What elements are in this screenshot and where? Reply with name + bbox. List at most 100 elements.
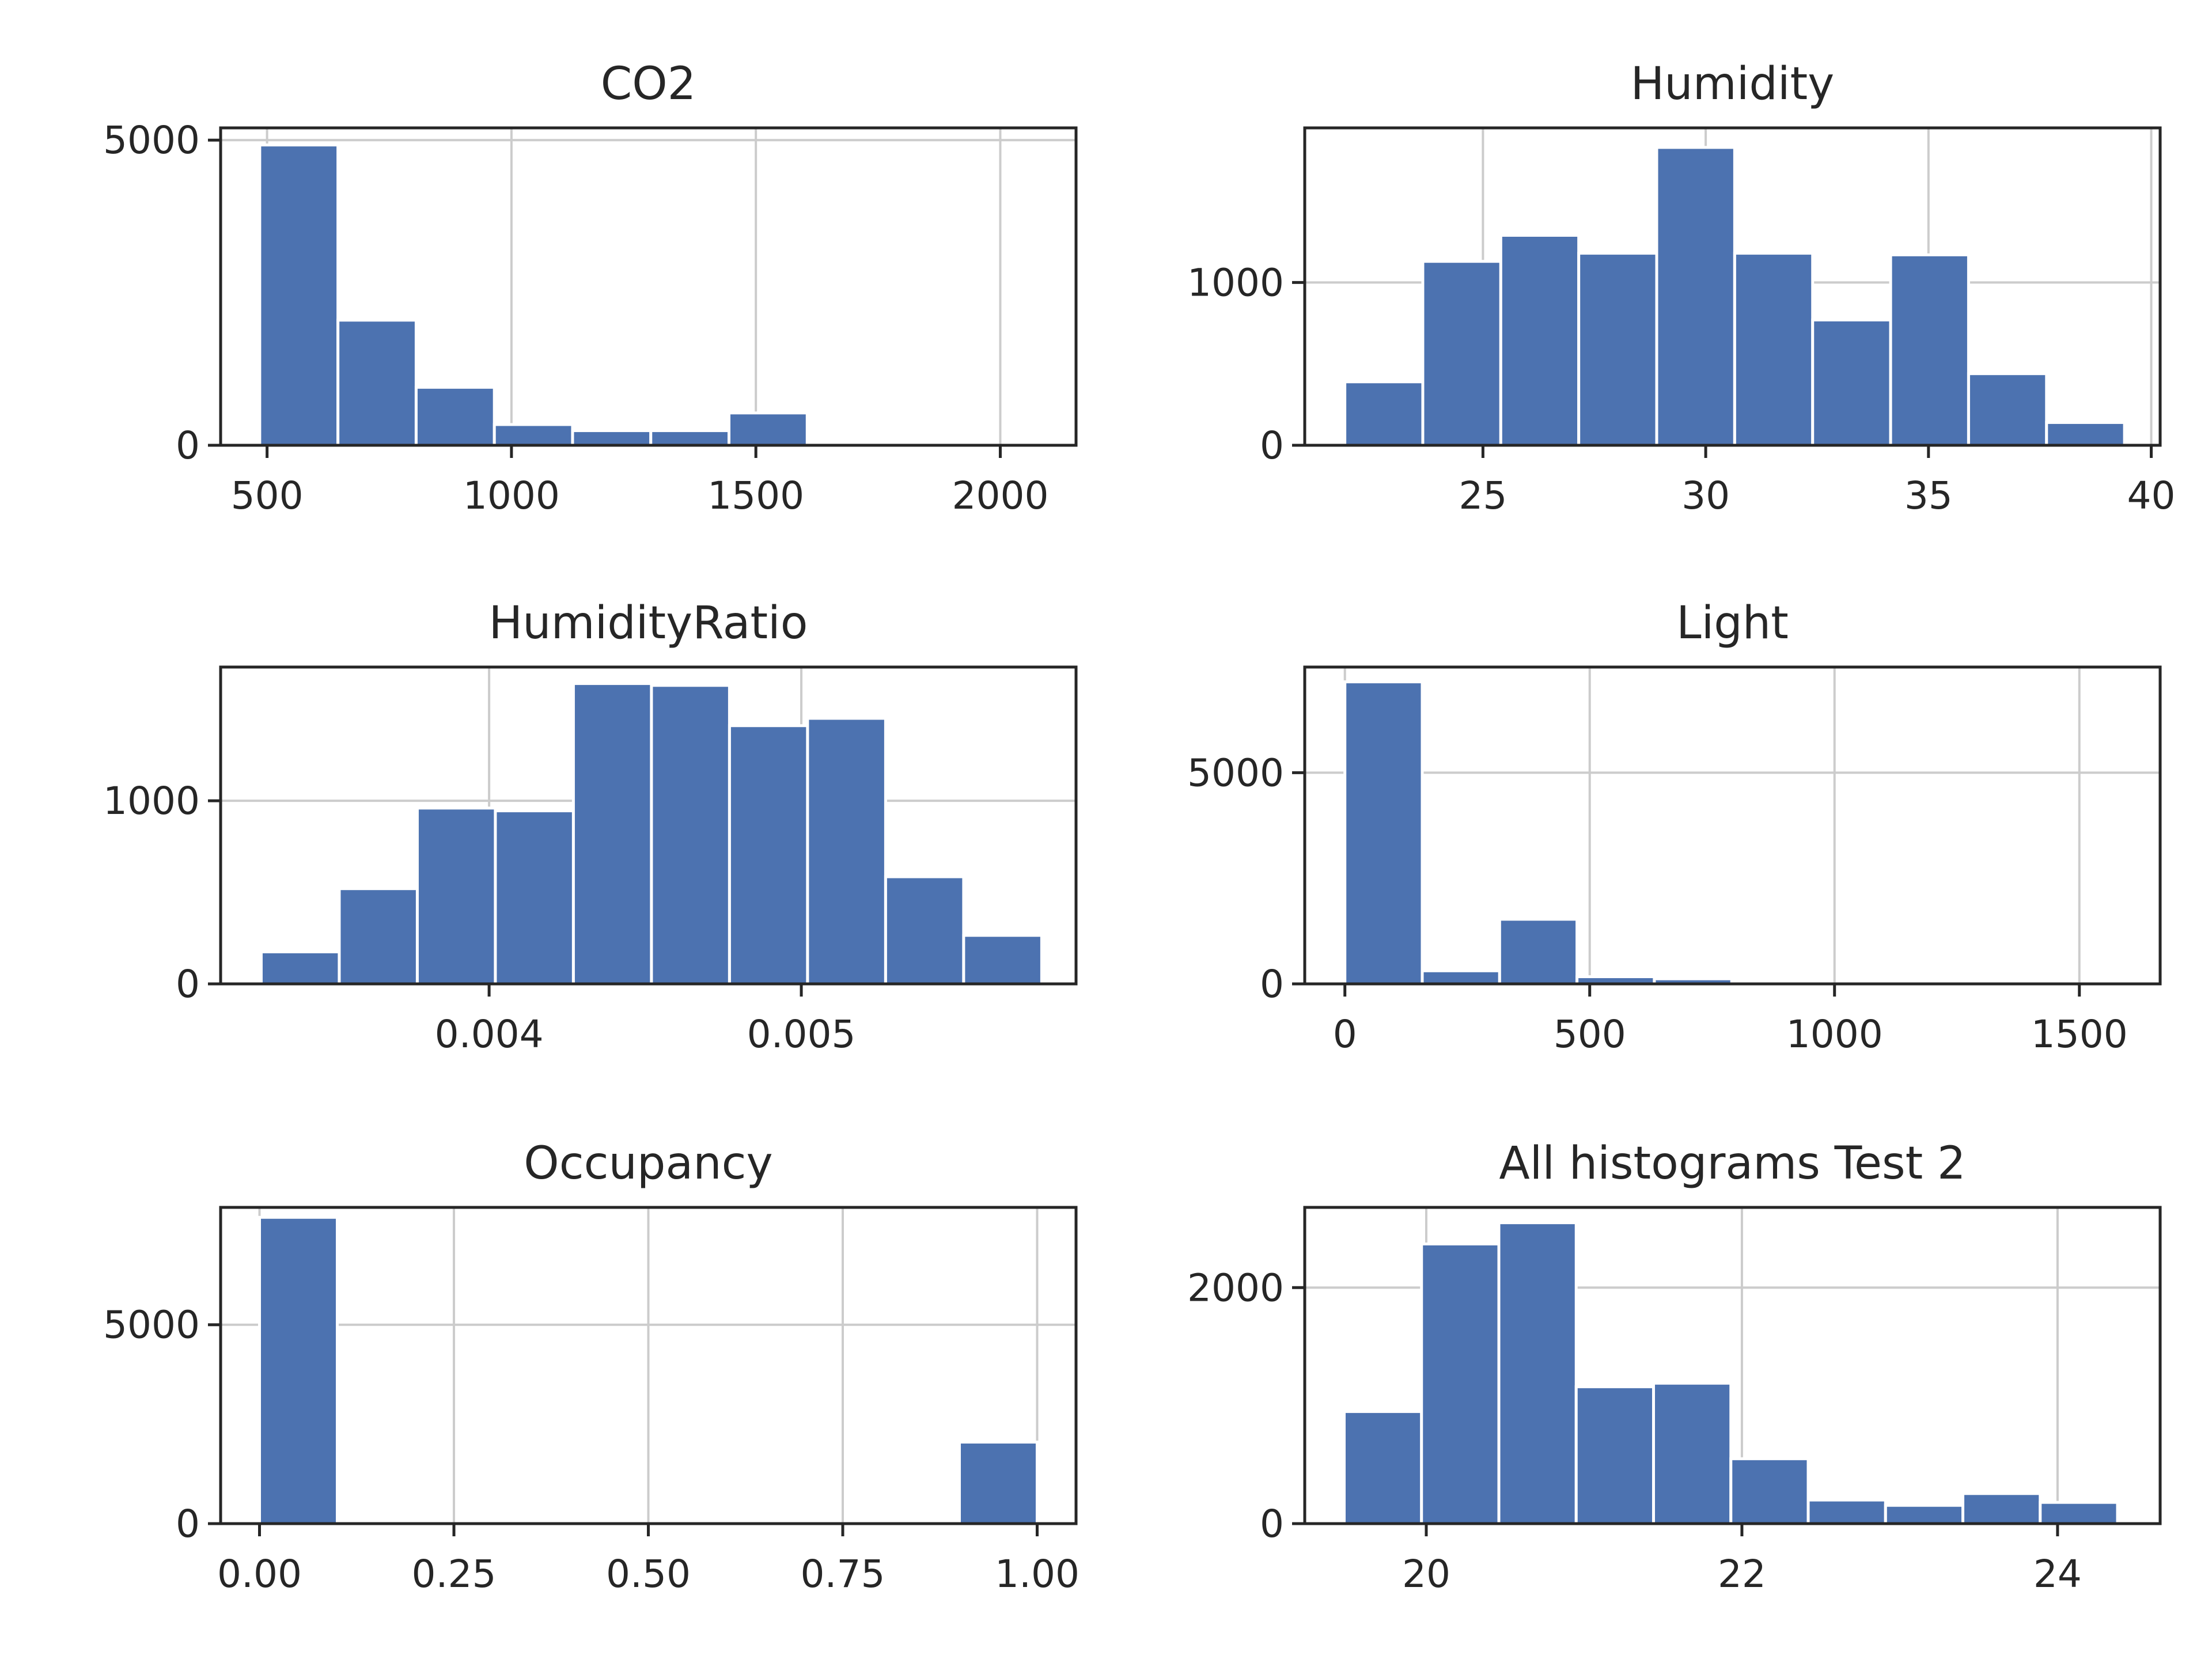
y-axis-ticks: 0 5000 xyxy=(103,118,221,468)
histogram-bar xyxy=(415,806,497,986)
axes-frame xyxy=(1303,1206,2162,1525)
histogram-bars xyxy=(258,1215,1039,1525)
x-tick-label: 0.25 xyxy=(412,1552,497,1596)
subplot-humidity: 25 30 35 40 0 1000 Humidity xyxy=(1187,58,2175,518)
x-axis-ticks: 500 1000 1500 2000 xyxy=(231,445,1048,518)
histogram-bar xyxy=(1577,252,1658,447)
histogram-bar xyxy=(1497,1221,1578,1525)
histogram-bar xyxy=(1889,253,1970,447)
histogram-bar xyxy=(1342,1410,1423,1525)
histogram-bar xyxy=(2045,421,2126,447)
histogram-bar xyxy=(571,682,653,986)
histogram-bar xyxy=(1420,1243,1501,1525)
axes-frame xyxy=(1303,665,2162,986)
histogram-bar xyxy=(1729,1457,1810,1525)
histogram-bar xyxy=(338,887,419,986)
subplot-co2: 500 1000 1500 2000 0 5000 CO2 xyxy=(103,58,1078,518)
histogram-bar xyxy=(1343,680,1424,986)
y-tick-label: 0 xyxy=(1260,423,1284,468)
x-tick-label: 500 xyxy=(231,474,304,518)
axes-frame xyxy=(219,665,1078,986)
histogram-bar xyxy=(1733,252,1815,447)
x-tick-label: 35 xyxy=(1904,474,1953,518)
x-tick-label: 0 xyxy=(1333,1012,1357,1056)
x-tick-label: 20 xyxy=(1402,1552,1450,1596)
subplot-title: All histograms Test 2 xyxy=(1499,1138,1965,1190)
histogram-bars xyxy=(1343,146,2126,447)
x-tick-label: 25 xyxy=(1459,474,1507,518)
x-tick-label: 1500 xyxy=(2031,1012,2128,1056)
histogram-bar xyxy=(1343,380,1425,447)
x-tick-label: 1000 xyxy=(1786,1012,1883,1056)
y-tick-label: 5000 xyxy=(103,118,200,162)
histogram-bars xyxy=(259,682,1043,986)
histogram-bars xyxy=(1343,680,1733,986)
y-tick-label: 1000 xyxy=(1187,260,1284,305)
y-tick-label: 0 xyxy=(176,423,200,468)
x-tick-label: 1500 xyxy=(707,474,804,518)
histogram-bar xyxy=(2039,1501,2119,1525)
histogram-bar xyxy=(414,385,496,447)
histogram-bar xyxy=(336,319,418,447)
x-axis-ticks: 25 30 35 40 xyxy=(1459,445,2176,518)
y-tick-label: 0 xyxy=(1260,962,1284,1006)
histogram-bar xyxy=(1498,918,1579,986)
histogram-bar xyxy=(958,1440,1039,1525)
histogram-bar xyxy=(649,429,731,447)
x-tick-label: 0.004 xyxy=(435,1012,544,1056)
histogram-bar xyxy=(1806,1498,1887,1525)
subplot-light: 0 500 1000 1500 0 5000 Light xyxy=(1187,597,2162,1056)
y-axis-ticks: 0 1000 xyxy=(1187,260,1305,468)
histogram-bars xyxy=(258,143,809,447)
subplot-title: Light xyxy=(1676,597,1789,649)
subplot-all-histograms-test-2: 20 22 24 0 2000 All histograms Test 2 xyxy=(1187,1138,2162,1596)
histogram-bar xyxy=(1421,260,1502,447)
histogram-bar xyxy=(884,875,965,986)
x-axis-ticks: 0 500 1000 1500 xyxy=(1333,984,2128,1056)
y-tick-label: 5000 xyxy=(103,1303,200,1347)
histogram-bar xyxy=(1652,1381,1733,1525)
histogram-bar xyxy=(806,717,887,986)
y-axis-ticks: 0 2000 xyxy=(1187,1266,1305,1546)
x-tick-label: 0.75 xyxy=(801,1552,885,1596)
histogram-bar xyxy=(258,143,340,447)
x-tick-label: 0.50 xyxy=(606,1552,691,1596)
histogram-bar xyxy=(1961,1492,2042,1525)
x-tick-label: 30 xyxy=(1681,474,1730,518)
y-tick-label: 0 xyxy=(176,1502,200,1546)
x-tick-label: 2000 xyxy=(952,474,1048,518)
x-tick-label: 0.005 xyxy=(747,1012,856,1056)
x-tick-label: 1000 xyxy=(463,474,560,518)
x-axis-ticks: 0.004 0.005 xyxy=(435,984,856,1056)
subplot-occupancy: 0.00 0.25 0.50 0.75 1.00 0 5000 Occupancy xyxy=(103,1138,1080,1596)
axes-frame xyxy=(1303,126,2162,447)
histogram-bar xyxy=(493,423,574,447)
x-tick-label: 1.00 xyxy=(995,1552,1080,1596)
subplot-title: Occupancy xyxy=(524,1138,772,1190)
subplot-title: HumidityRatio xyxy=(489,597,808,649)
y-tick-label: 0 xyxy=(176,962,200,1006)
y-tick-label: 1000 xyxy=(103,779,200,823)
y-axis-ticks: 0 1000 xyxy=(103,779,221,1006)
histogram-bar xyxy=(571,429,653,447)
histogram-bar xyxy=(650,684,731,986)
subplot-title: Humidity xyxy=(1631,58,1835,110)
histogram-bar xyxy=(962,934,1043,986)
x-tick-label: 0.00 xyxy=(217,1552,302,1596)
x-tick-label: 40 xyxy=(2127,474,2176,518)
histogram-bar xyxy=(1421,969,1501,986)
y-tick-label: 2000 xyxy=(1187,1266,1284,1310)
x-tick-label: 24 xyxy=(2033,1552,2082,1596)
histogram-bar xyxy=(1499,233,1581,447)
y-tick-label: 0 xyxy=(1260,1502,1284,1546)
y-axis-ticks: 0 5000 xyxy=(103,1303,221,1546)
x-tick-label: 22 xyxy=(1718,1552,1766,1596)
axes-frame xyxy=(219,126,1078,447)
histogram-bar xyxy=(728,411,809,447)
x-axis-ticks: 0.00 0.25 0.50 0.75 1.00 xyxy=(217,1524,1080,1596)
y-tick-label: 5000 xyxy=(1187,751,1284,795)
x-tick-label: 500 xyxy=(1554,1012,1626,1056)
histogram-bar xyxy=(1655,146,1736,447)
